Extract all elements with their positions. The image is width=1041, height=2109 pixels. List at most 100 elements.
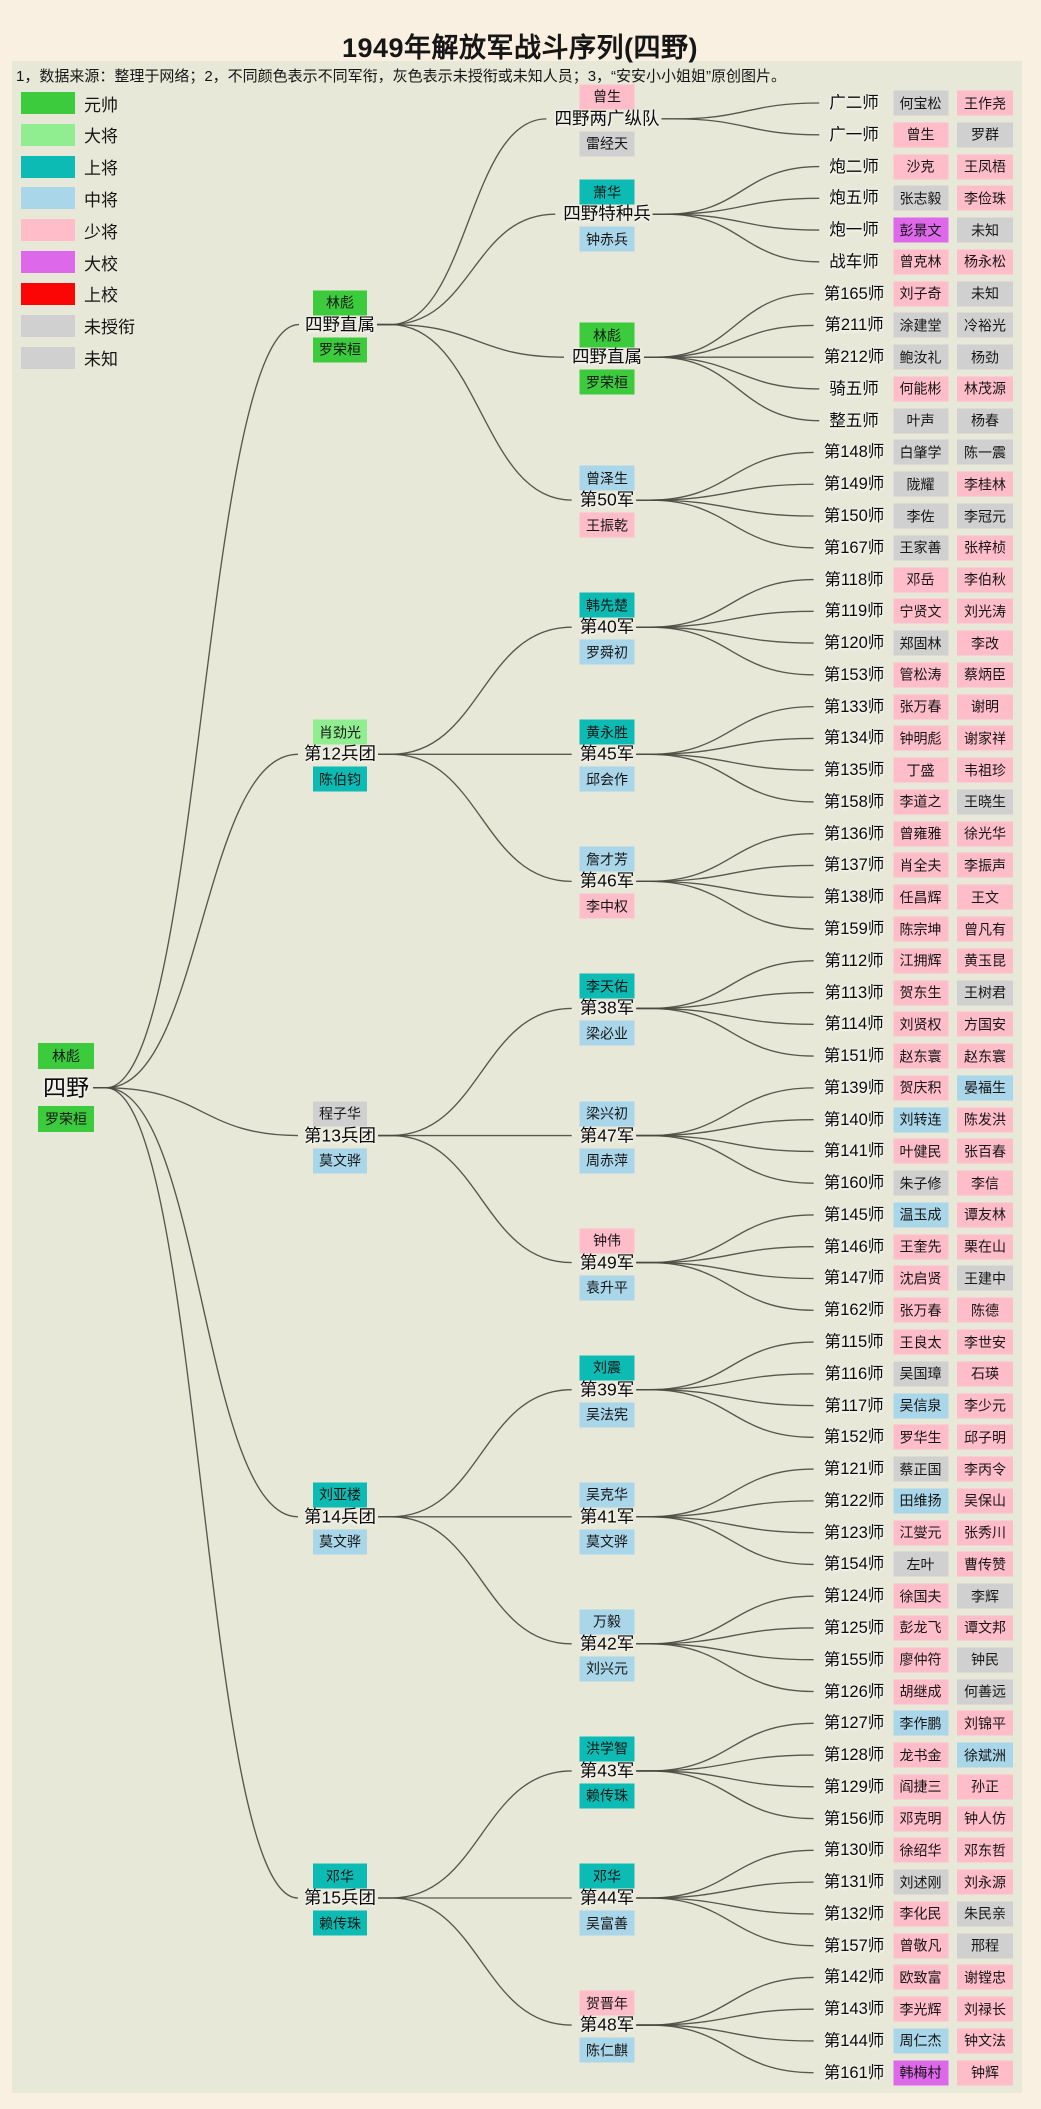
chart-canvas — [12, 61, 1022, 2093]
tree-edge — [644, 356, 820, 422]
division-commissar-badge: 李信 — [957, 1170, 1013, 1196]
army-unit-label: 四野两广纵队 — [554, 108, 660, 129]
division-label: 第117师 — [824, 1396, 884, 1415]
division-commander-badge: 罗华生 — [893, 1424, 948, 1450]
tree-edge — [377, 323, 572, 501]
tree-edge — [378, 1897, 572, 2026]
legend-item: 大校 — [21, 251, 118, 274]
division-label: 第122师 — [823, 1491, 885, 1510]
legend-item-label: 元帅 — [84, 95, 118, 115]
division-commissar-badge: 邓东哲 — [957, 1837, 1013, 1863]
division-commissar-badge: 王晓生 — [957, 789, 1013, 815]
division-label: 第142师 — [823, 1968, 885, 1987]
army-commissar-badge: 赖传珠 — [579, 1783, 635, 1809]
army-unit-label: 第42军 — [579, 1633, 635, 1654]
tree-edge — [378, 1770, 572, 1899]
division-commander-badge: 张志毅 — [893, 185, 948, 211]
tree-edge — [636, 499, 814, 549]
army-unit-label: 第49军 — [579, 1251, 635, 1272]
division-label: 第135师 — [823, 760, 885, 779]
division-label: 第128师 — [823, 1745, 885, 1764]
division-label: 第157师 — [823, 1936, 885, 1955]
division-commander-badge: 周仁杰 — [893, 2028, 948, 2054]
legend-item-label: 未授衔 — [84, 318, 135, 338]
division-label: 第116师 — [824, 1364, 884, 1383]
division-commander-badge: 叶健民 — [893, 1138, 948, 1164]
tree-edge — [93, 753, 298, 1089]
army-commander-badge: 韩先楚 — [579, 592, 635, 618]
tree-edge — [636, 880, 814, 930]
division-commissar-badge: 陈发洪 — [957, 1107, 1013, 1133]
division-label: 第147师 — [823, 1269, 885, 1288]
division-label: 第158师 — [823, 792, 885, 811]
division-label: 第134师 — [823, 729, 885, 748]
division-label: 第148师 — [823, 443, 885, 462]
division-label: 第112师 — [824, 951, 884, 970]
division-commander-badge: 贺东生 — [893, 980, 948, 1006]
division-label: 第165师 — [823, 284, 885, 303]
division-commander-badge: 李佐 — [893, 503, 948, 529]
division-commissar-badge: 曾凡有 — [957, 916, 1013, 942]
division-commissar-badge: 王建中 — [957, 1265, 1013, 1291]
division-label: 第156师 — [823, 1809, 885, 1828]
corps-unit-label: 第15兵团 — [304, 1887, 376, 1908]
division-commissar-badge: 杨永松 — [957, 249, 1013, 275]
division-commissar-badge: 谭文邦 — [957, 1615, 1013, 1641]
root-unit-label: 四野 — [43, 1074, 89, 1101]
division-commander-badge: 张万春 — [893, 1297, 948, 1323]
division-commissar-badge: 方国安 — [957, 1011, 1013, 1037]
corps-unit-label: 第14兵团 — [304, 1506, 376, 1526]
division-commander-badge: 江拥辉 — [893, 948, 948, 974]
legend-color-swatch — [21, 251, 75, 274]
army-commissar-badge: 王振乾 — [579, 512, 635, 538]
tree-edge — [636, 1770, 814, 1820]
division-commander-badge: 温玉成 — [893, 1202, 948, 1228]
army-commander-badge: 曾泽生 — [579, 465, 635, 491]
tree-edge — [636, 1643, 814, 1693]
division-commissar-badge: 王树君 — [957, 980, 1013, 1006]
army-commissar-badge: 邱会作 — [579, 766, 635, 792]
tree-edge — [378, 1389, 572, 1518]
division-commissar-badge: 李少元 — [957, 1393, 1013, 1419]
army-unit-label: 第45军 — [579, 743, 635, 764]
division-commissar-badge: 李改 — [957, 630, 1013, 656]
division-label: 第138师 — [823, 888, 885, 906]
division-commissar-badge: 张梓桢 — [957, 535, 1013, 561]
army-commander-badge: 萧华 — [579, 179, 635, 205]
division-label: 第162师 — [823, 1301, 885, 1319]
division-label: 炮二师 — [829, 157, 879, 176]
division-commissar-badge: 林茂源 — [957, 376, 1013, 402]
division-commander-badge: 沙克 — [893, 154, 948, 180]
page-title: 1949年解放军战斗序列(四野) — [341, 33, 699, 63]
army-commander-badge: 贺晋年 — [579, 1990, 635, 2016]
army-unit-label: 四野特种兵 — [563, 203, 651, 224]
army-unit-label: 第46军 — [579, 870, 635, 891]
division-commissar-badge: 曹传赞 — [957, 1551, 1013, 1577]
division-label: 第114师 — [824, 1015, 884, 1034]
tree-edge — [93, 323, 300, 1089]
tree-edge — [378, 1007, 572, 1137]
army-commander-badge: 梁兴初 — [579, 1101, 635, 1127]
division-commissar-badge: 刘光涛 — [957, 598, 1013, 624]
division-label: 第153师 — [823, 665, 885, 684]
division-commissar-badge: 何善远 — [957, 1679, 1013, 1704]
division-commander-badge: 吴信泉 — [893, 1393, 948, 1419]
division-commissar-badge: 冷裕光 — [957, 312, 1013, 338]
army-commissar-badge: 钟赤兵 — [579, 226, 635, 252]
division-label: 第119师 — [824, 602, 884, 621]
legend-color-swatch — [21, 92, 75, 114]
corps-commander-badge: 程子华 — [313, 1101, 367, 1127]
tree-edge — [636, 1134, 814, 1184]
division-label: 第151师 — [823, 1046, 885, 1065]
division-commissar-badge: 吴保山 — [957, 1488, 1013, 1514]
legend-item: 上校 — [21, 282, 118, 305]
division-label: 炮一师 — [829, 220, 879, 239]
tree-edge — [93, 1087, 298, 1137]
corps-commissar-badge: 赖传珠 — [313, 1910, 367, 1936]
division-commander-badge: 李道之 — [893, 789, 948, 815]
corps-unit-label: 四野直属 — [305, 313, 375, 334]
division-commissar-badge: 谭友林 — [957, 1202, 1013, 1228]
division-commander-badge: 张万春 — [893, 694, 948, 720]
division-commissar-badge: 李振声 — [957, 852, 1013, 878]
